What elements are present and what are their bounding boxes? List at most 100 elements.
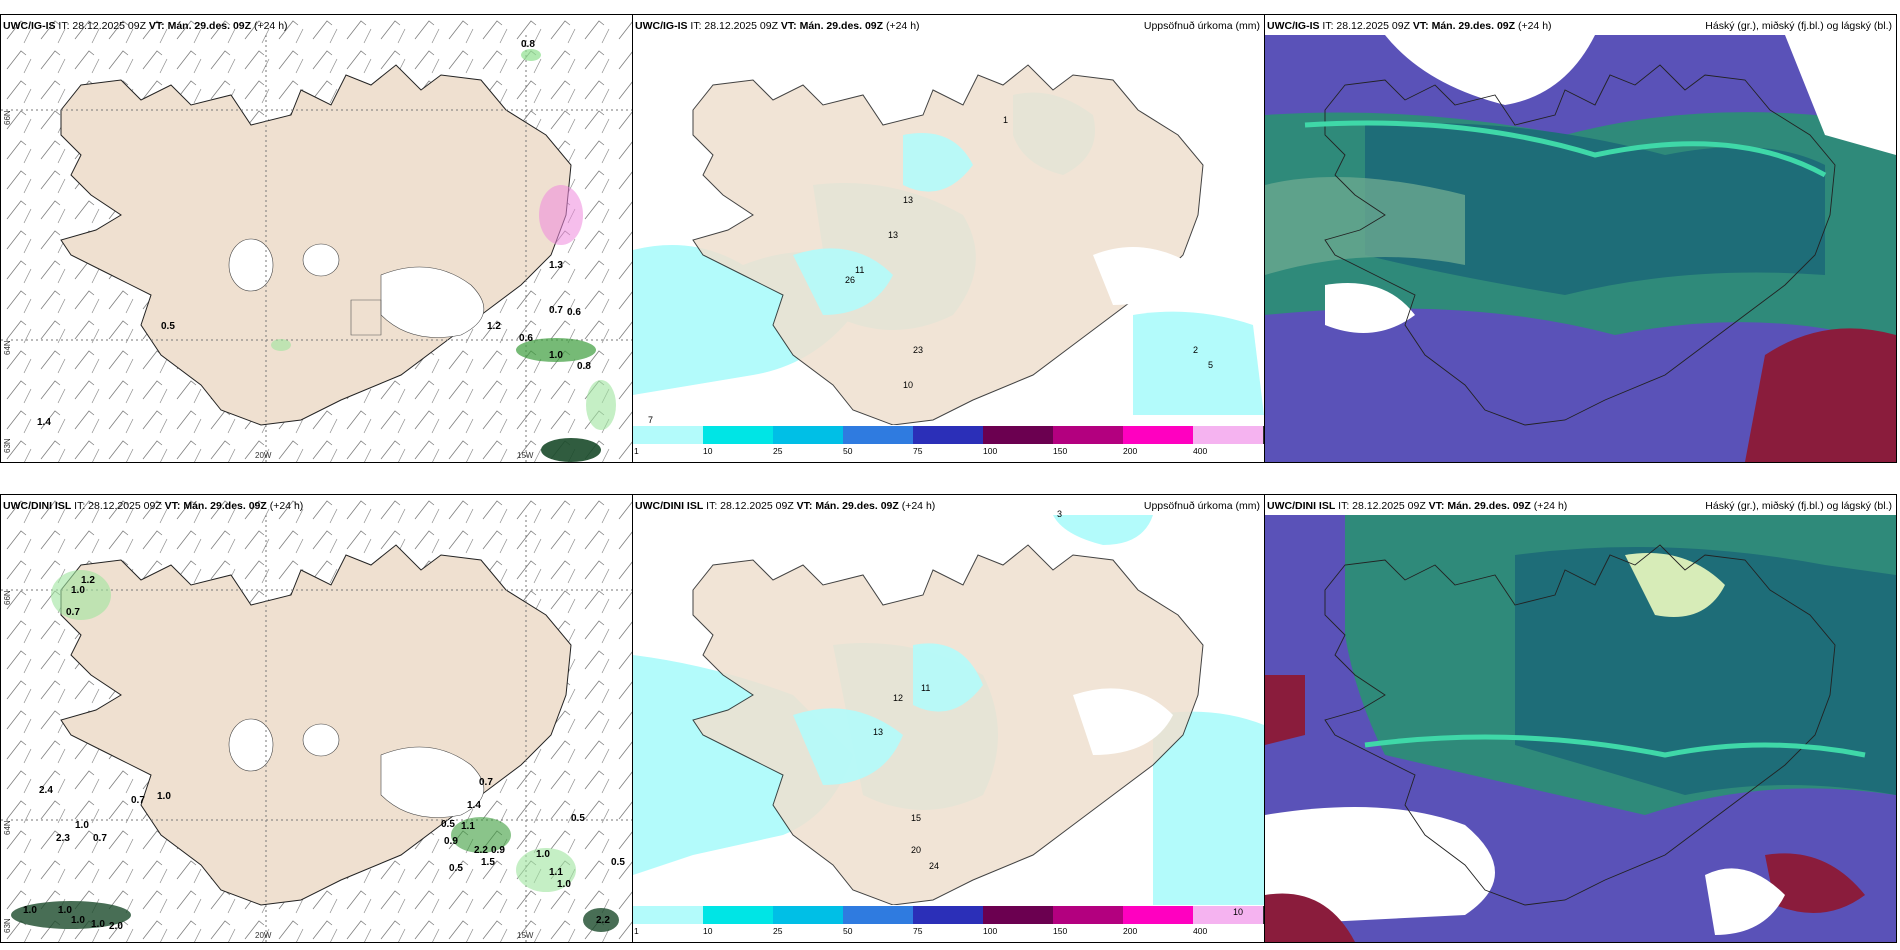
colorbar-tick: 400: [1193, 446, 1208, 456]
colorbar-tick: 75: [913, 926, 923, 936]
colorbar-tick: 10: [703, 926, 713, 936]
lon-label: 15W: [517, 451, 534, 460]
colorbar-tick: 50: [843, 446, 853, 456]
map-panel-clouds-igis: UWC/IG-IS IT: 28.12.2025 09Z VT: Mán. 29…: [1264, 14, 1897, 463]
wind-value: 0.8: [521, 39, 535, 50]
valid-time: Mán. 29.des. 09Z: [815, 500, 899, 512]
colorbar-swatch: [1123, 426, 1194, 444]
precip-map: [633, 64, 1264, 425]
wind-value: 0.8: [577, 361, 591, 372]
valid-label: VT:: [164, 500, 181, 512]
lead-time: (+24 h): [253, 20, 288, 32]
map-panel-precip-dini: 1 10 25 50 75 100 150 200 400 20 24 13 1…: [632, 494, 1265, 943]
valid-time: Mán. 29.des. 09Z: [1431, 20, 1516, 32]
colorbar-tick: 75: [913, 446, 923, 456]
precip-value: 11: [921, 683, 931, 693]
colorbar-swatch: [773, 426, 844, 444]
init-time: IT: 28.12.2025 09Z: [74, 500, 162, 512]
wind-value: 0.7: [479, 777, 493, 788]
lat-label: 63N: [3, 918, 12, 933]
clouds-map: [1265, 35, 1896, 462]
wind-value: 1.0: [71, 915, 85, 926]
wind-value: 1.3: [549, 260, 563, 271]
lat-label: 64N: [3, 340, 12, 355]
wind-value: 0.5: [161, 321, 175, 332]
colorbar-tick: 200: [1123, 446, 1138, 456]
lead-time: (+24 h): [901, 500, 936, 512]
colorbar-swatch: [1123, 906, 1194, 924]
colorbar-swatch: [1053, 906, 1124, 924]
panel-header: UWC/IG-IS IT: 28.12.2025 09Z VT: Mán. 29…: [635, 20, 920, 32]
wind-value: 2.4: [39, 785, 53, 796]
wind-value: 1.0: [549, 350, 563, 361]
precip-value: 13: [873, 727, 884, 737]
precip-colorbar: 1 10 25 50 75 100 150 200 400: [633, 424, 1264, 462]
wind-value: 1.0: [58, 905, 72, 916]
precip-value: 23: [913, 345, 924, 355]
colorbar-swatch: [633, 426, 704, 444]
wind-value: 0.7: [66, 607, 80, 618]
precip-value: 7: [648, 415, 654, 425]
wind-value: 0.5: [571, 813, 585, 824]
colorbar-tick: 50: [843, 926, 853, 936]
colorbar-tick: 1: [634, 446, 639, 456]
wind-value: 1.1: [461, 821, 475, 832]
colorbar-tick: 25: [773, 446, 783, 456]
precip-value: 11: [855, 265, 865, 275]
precip-value: 13: [903, 195, 914, 205]
colorbar-swatch: [983, 426, 1054, 444]
precip-value: 10: [1233, 907, 1244, 917]
wind-value: 1.2: [81, 575, 95, 586]
init-time: IT: 28.12.2025 09Z: [690, 20, 778, 32]
lat-label: 66N: [3, 590, 12, 605]
colorbar-swatch: [1193, 906, 1264, 924]
map-panel-clouds-dini: UWC/DINI ISL IT: 28.12.2025 09Z VT: Mán.…: [1264, 494, 1897, 943]
init-time: IT: 28.12.2025 09Z: [1322, 20, 1410, 32]
colorbar-tick: 400: [1193, 926, 1208, 936]
wind-value: 2.2: [596, 915, 610, 926]
init-time: IT: 28.12.2025 09Z: [1338, 500, 1426, 512]
valid-label: VT:: [148, 20, 165, 32]
model-name: UWC/IG-IS: [635, 20, 688, 32]
lead-time: (+24 h): [885, 20, 920, 32]
lat-label: 63N: [3, 438, 12, 453]
valid-time: Mán. 29.des. 09Z: [167, 20, 252, 32]
precip-value: 20: [911, 845, 922, 855]
lon-label: 20W: [255, 451, 272, 460]
colorbar-swatch: [913, 426, 984, 444]
panel-header: UWC/IG-IS IT: 28.12.2025 09Z VT: Mán. 29…: [1267, 20, 1552, 32]
lead-time: (+24 h): [1533, 500, 1568, 512]
panel-header: UWC/DINI ISL IT: 28.12.2025 09Z VT: Mán.…: [635, 500, 935, 512]
wind-value: 1.0: [23, 905, 37, 916]
colorbar-swatch: [703, 906, 774, 924]
panel-header: UWC/DINI ISL IT: 28.12.2025 09Z VT: Mán.…: [3, 500, 303, 512]
wind-value: 0.7: [131, 795, 145, 806]
colorbar-swatch: [913, 906, 984, 924]
precip-value: 26: [845, 275, 856, 285]
panel-title: Háský (gr.), miðský (fj.bl.) og lágský (…: [1705, 500, 1892, 512]
valid-label: VT:: [796, 500, 813, 512]
model-name: UWC/DINI ISL: [3, 500, 72, 512]
colorbar-tick: 150: [1053, 446, 1068, 456]
wind-value: 1.0: [75, 820, 89, 831]
wind-value: 0.7: [93, 833, 107, 844]
lon-label: 20W: [255, 931, 272, 940]
colorbar-swatch: [983, 906, 1054, 924]
map-panel-wind-dini: 66N 64N 63N 20W 15W 1.0 1.2 0.7 2.4 0.7 …: [0, 494, 633, 943]
wind-value: 1.0: [91, 919, 105, 930]
lead-time: (+24 h): [269, 500, 304, 512]
colorbar-tick: 10: [703, 446, 713, 456]
colorbar-tick: 200: [1123, 926, 1138, 936]
colorbar-swatch: [843, 426, 914, 444]
precip-value: 1: [1003, 115, 1009, 125]
precip-value: 3: [1057, 509, 1063, 519]
precip-value: 15: [911, 813, 922, 823]
precip-value: 13: [888, 230, 899, 240]
precip-value: 2: [1193, 345, 1199, 355]
wind-value: 1.0: [157, 791, 171, 802]
colorbar-tick: 150: [1053, 926, 1068, 936]
model-name: UWC/IG-IS: [3, 20, 56, 32]
colorbar-tick: 100: [983, 926, 998, 936]
wind-value: 1.0: [557, 879, 571, 890]
colorbar-swatch: [843, 906, 914, 924]
